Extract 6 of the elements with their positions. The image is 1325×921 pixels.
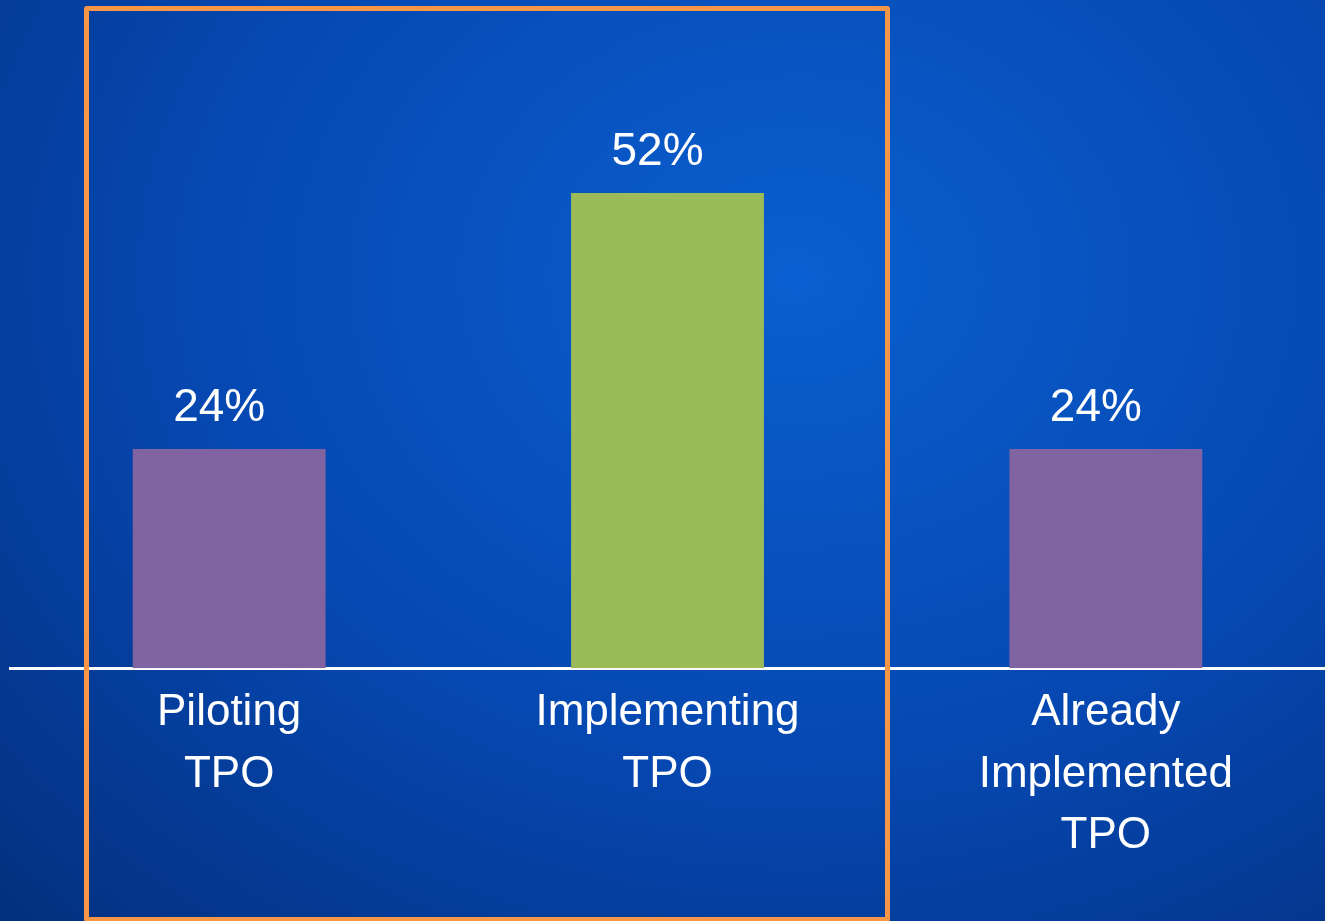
data-label: 24% [173,378,266,431]
data-label: 24% [1049,378,1142,431]
x-tick-label: Implementing TPO [535,685,800,796]
data-label: 52% [611,122,704,175]
x-tick-label: Piloting TPO [157,685,302,796]
x-tick-label: Already Implemented TPO [978,685,1234,858]
